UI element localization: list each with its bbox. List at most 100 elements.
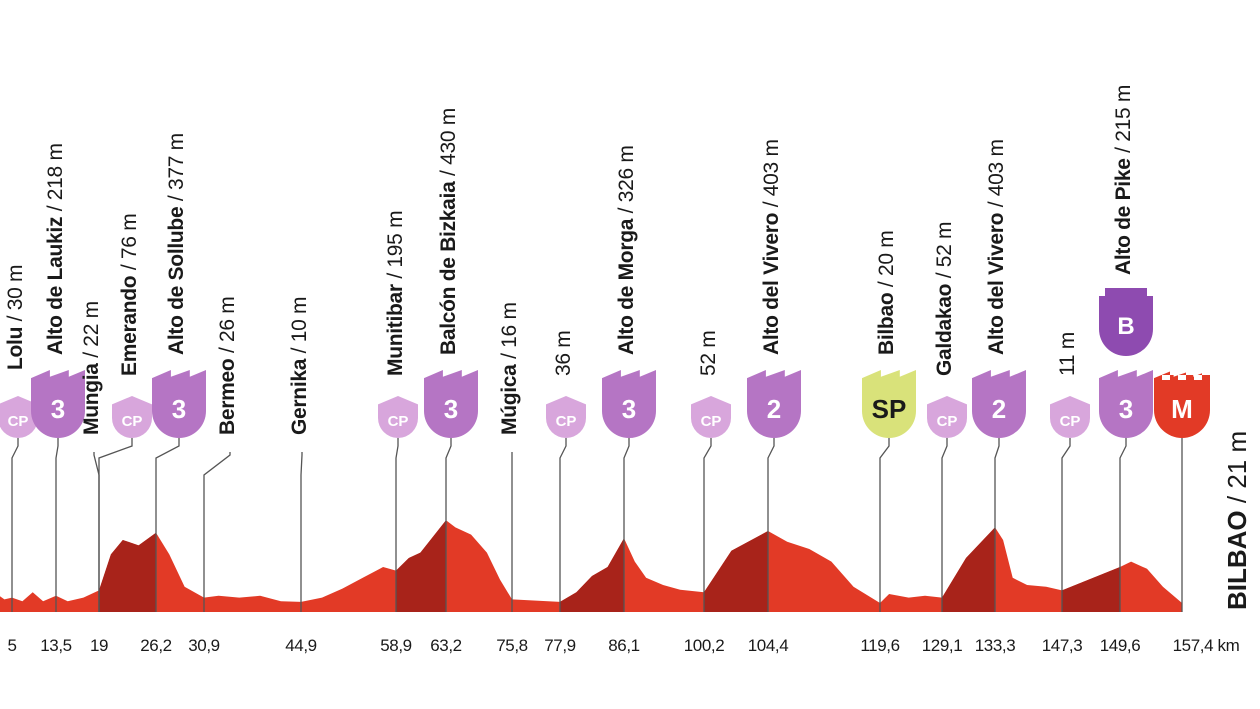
point-label: Múgica / 16 m	[498, 302, 522, 435]
badge-fill	[112, 396, 152, 438]
point-name: Alto de Morga	[615, 218, 638, 355]
badge-text: B	[1117, 313, 1135, 340]
badge-shape	[747, 370, 801, 438]
mountain-badge-icon: 3	[1099, 370, 1153, 438]
x-tick-label: 104,4	[747, 636, 789, 655]
separator: /	[1222, 488, 1252, 511]
badge-text: SP	[871, 393, 907, 424]
bonus-badge-icon: B	[1099, 288, 1153, 356]
x-tick-label: 13,5	[40, 636, 72, 655]
x-tick-label: 133,3	[974, 636, 1016, 655]
badge-shape	[691, 396, 731, 438]
connector-line	[203, 452, 231, 612]
connector-line	[941, 438, 948, 612]
badge-fill	[1154, 370, 1210, 438]
badge-fill	[927, 396, 967, 438]
separator: /	[384, 267, 407, 285]
x-tick-label: 157,4 km	[1172, 636, 1240, 655]
checkpoint-badge-icon: CP	[1050, 396, 1090, 438]
sprint-badge-icon: SP	[862, 370, 916, 438]
point-name: Galdakao	[933, 283, 956, 376]
badge-text: CP	[1059, 412, 1081, 430]
point-label: Alto de Morga / 326 m	[615, 145, 639, 355]
connector-line	[703, 438, 712, 612]
separator: /	[165, 190, 188, 207]
connector-line	[1119, 438, 1127, 612]
point-label: Lolu / 30 m	[4, 265, 28, 370]
badge-text: CP	[121, 412, 143, 430]
mountain-badge-icon: 3	[424, 370, 478, 438]
checker-square	[1170, 370, 1178, 375]
point-name: Lolu	[4, 326, 27, 370]
separator: /	[985, 196, 1008, 213]
separator: /	[760, 196, 783, 213]
x-tick-label: 77,9	[544, 636, 576, 655]
x-tick-label: 26,2	[140, 636, 172, 655]
x-tick-label: 75,8	[496, 636, 528, 655]
connector-line	[55, 438, 59, 612]
checker-square	[1202, 370, 1210, 375]
separator: /	[498, 347, 521, 365]
point-label: Emerando / 76 m	[118, 214, 142, 376]
badge-fill	[31, 370, 85, 438]
separator: /	[80, 346, 103, 364]
badge-text: CP	[700, 412, 722, 430]
badge-fill	[972, 370, 1026, 438]
checkpoint-badge-icon: CP	[927, 396, 967, 438]
separator: /	[933, 267, 956, 284]
badge-text: 3	[443, 393, 459, 424]
point-name: Emerando	[118, 275, 141, 376]
badge-fill	[1099, 288, 1153, 356]
separator: /	[4, 310, 27, 327]
point-name: Múgica	[498, 364, 521, 435]
point-name: Bilbao	[875, 292, 898, 355]
connector-line	[879, 438, 890, 612]
point-elevation: 377 m	[165, 133, 188, 191]
point-label: Mungia / 22 m	[80, 301, 104, 435]
separator: /	[118, 259, 141, 276]
point-elevation: 195 m	[384, 210, 407, 268]
x-tick-label: 149,6	[1099, 636, 1141, 655]
badge-fill	[747, 370, 801, 438]
point-elevation: 215 m	[1112, 84, 1135, 142]
separator: /	[875, 276, 898, 293]
connector-line	[559, 438, 567, 612]
point-label: Bilbao / 20 m	[875, 231, 899, 355]
badge-shape	[152, 370, 206, 438]
checkpoint-badge-icon: CP	[0, 396, 38, 438]
point-elevation: 430 m	[437, 108, 460, 165]
finish-elevation: 21 m	[1222, 430, 1252, 489]
connector-line	[767, 438, 775, 612]
point-name: Alto de Pike	[1112, 158, 1135, 275]
badge-shape	[1050, 396, 1090, 438]
connector-line	[93, 452, 100, 612]
x-tick-label: 129,1	[921, 636, 963, 655]
point-label: Galdakao / 52 m	[933, 222, 957, 376]
mountain-badge-icon: 2	[972, 370, 1026, 438]
badge-text: 3	[171, 393, 187, 424]
point-label: Alto de Pike / 215 m	[1112, 85, 1136, 275]
connector-line	[300, 452, 303, 612]
connector-line	[1061, 438, 1071, 612]
point-elevation: 403 m	[760, 139, 783, 197]
point-name: Alto de Sollube	[165, 206, 188, 355]
connector-line	[395, 438, 399, 612]
point-label: 52 m	[697, 331, 721, 377]
point-elevation: 76 m	[118, 213, 141, 260]
mountain-badge-icon: 3	[602, 370, 656, 438]
badge-shape	[602, 370, 656, 438]
badge-text: 3	[621, 393, 637, 424]
badge-shape	[1099, 288, 1153, 356]
checker-square	[1194, 375, 1202, 380]
point-elevation: 52 m	[933, 221, 956, 268]
x-tick-label: 119,6	[860, 636, 900, 655]
checkpoint-badge-icon: CP	[691, 396, 731, 438]
badge-shape	[112, 396, 152, 438]
point-name: Mungia	[80, 363, 103, 435]
badge-text: CP	[7, 412, 29, 430]
badge-text: CP	[387, 412, 409, 430]
point-label: Gernika / 10 m	[288, 297, 312, 435]
point-elevation: 26 m	[216, 296, 239, 342]
point-label: Alto del Vivero / 403 m	[985, 139, 1009, 355]
